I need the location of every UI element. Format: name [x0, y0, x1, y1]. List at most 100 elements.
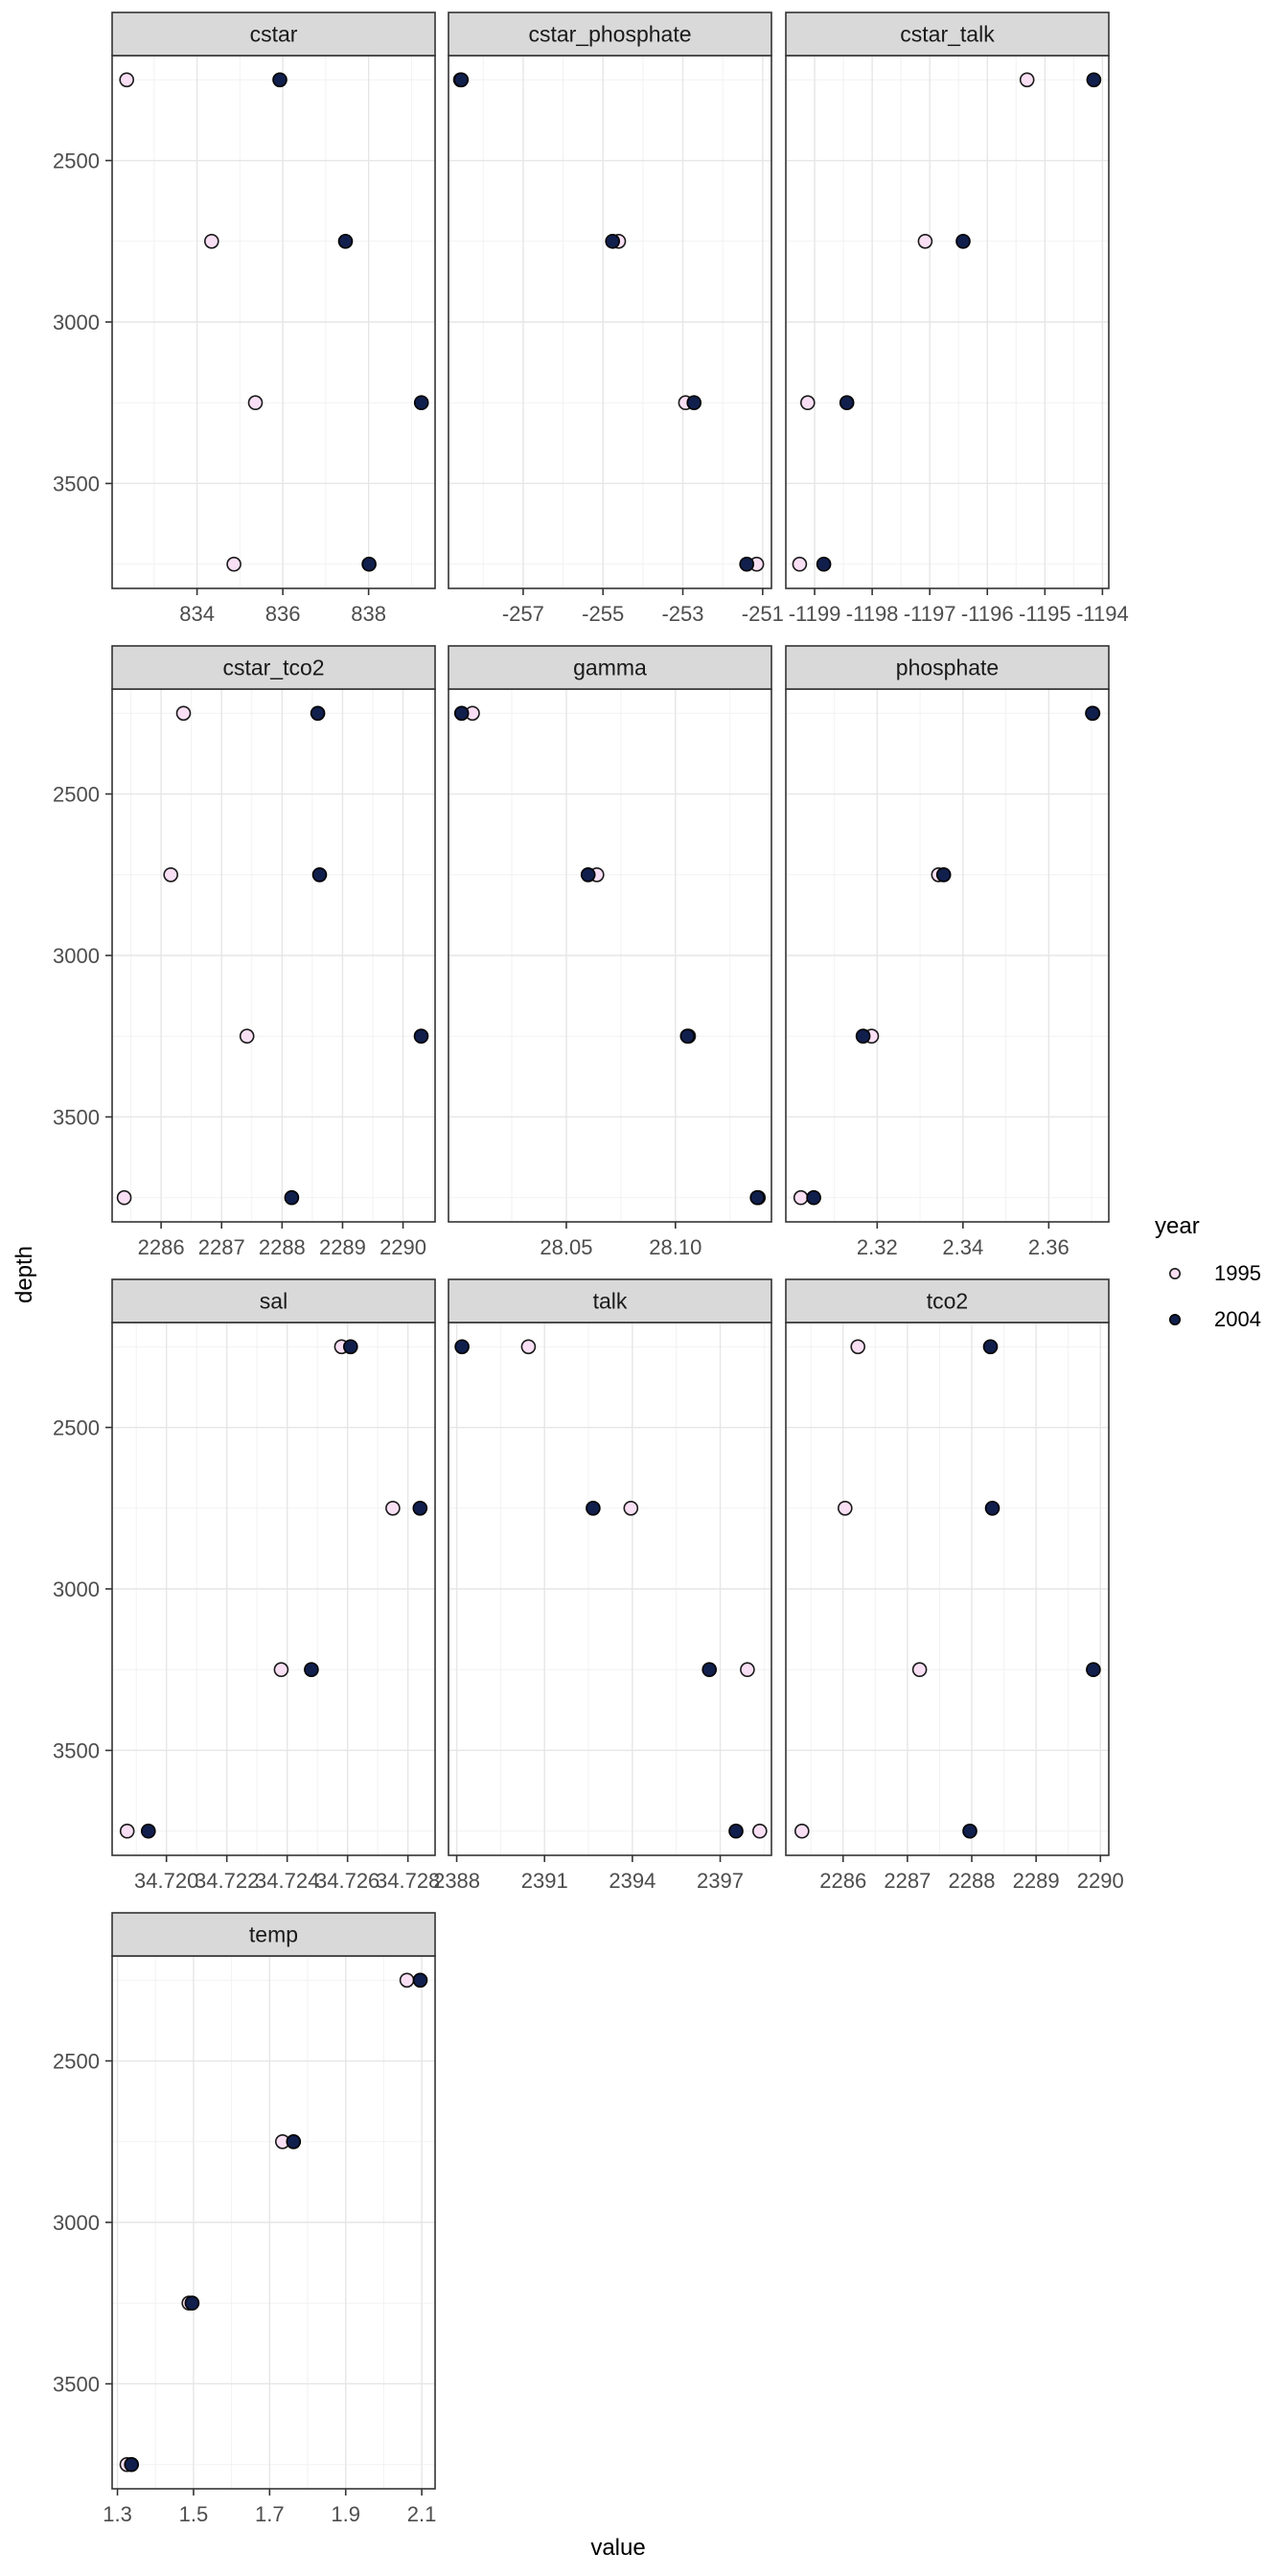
point-2004 [816, 556, 832, 572]
x-tick-label: 2290 [380, 1235, 426, 1259]
y-tick-label: 2500 [53, 1416, 100, 1440]
point-2004 [935, 866, 952, 883]
facet-cstar_talk: cstar_talk -1199 -1198 -1197 -1196 -1195 -1194 [785, 12, 1129, 626]
point-2004 [342, 1339, 358, 1355]
point-2004 [412, 1501, 428, 1516]
x-axis: 2286 2287 2288 2289 2290 [138, 1222, 426, 1259]
legend-label-1995: 1995 [1214, 1261, 1261, 1285]
legend-item-1995: 1995 [1155, 1261, 1261, 1286]
point-2004 [412, 1972, 428, 1989]
y-axis: 2500 3000 3500 [53, 150, 112, 495]
series-2004 [453, 72, 755, 572]
point-2004 [286, 2134, 302, 2150]
y-axis-title: depth [12, 1245, 37, 1304]
point-1995 [520, 1339, 537, 1355]
point-2004 [454, 1339, 470, 1355]
point-1995 [399, 1972, 415, 1989]
y-minor-gridlines [448, 1346, 771, 1832]
facet-header [111, 645, 436, 690]
point-2004 [984, 1501, 1000, 1516]
x-tick-label: 2288 [949, 1869, 996, 1893]
x-tick-label: 2288 [259, 1235, 306, 1259]
series-1995 [119, 72, 264, 572]
point-2004 [304, 1662, 319, 1677]
x-axis: -1199 -1198 -1197 -1196 -1195 -1194 [789, 588, 1129, 626]
x-tick-label: 834 [179, 602, 215, 626]
point-1995 [917, 234, 933, 249]
point-1995 [204, 234, 219, 249]
y-tick-label: 3500 [53, 1105, 100, 1129]
facet-phosphate: phosphate 2.32 2.34 2.36 [785, 645, 1110, 1259]
x-tick-label: -257 [502, 602, 544, 626]
x-tick-label: -1194 [1076, 602, 1129, 626]
x-axis-title: value [590, 2535, 646, 2561]
point-2004 [284, 1189, 300, 1206]
y-tick-label: 3000 [53, 1577, 100, 1601]
point-2004 [962, 1823, 978, 1839]
facet-title: talk [593, 1289, 628, 1314]
point-2004 [855, 1028, 871, 1044]
y-minor-gridlines [448, 79, 771, 565]
x-tick-label: 2290 [1077, 1869, 1124, 1893]
y-axis: 2500 3000 3500 [53, 783, 112, 1129]
y-tick-label: 3000 [53, 2211, 100, 2235]
x-tick-label: 1.5 [179, 2502, 209, 2526]
facet-title: sal [260, 1289, 288, 1314]
x-tick-label: 34.728 [376, 1869, 440, 1893]
series-1995 [520, 1339, 768, 1839]
x-axis: 2286 2287 2288 2289 2290 [819, 1855, 1124, 1893]
major-gridlines [112, 689, 435, 1222]
series-1995 [794, 1339, 928, 1839]
x-tick-label: 34.724 [255, 1869, 319, 1893]
major-gridlines [448, 1322, 771, 1855]
major-gridlines [112, 1322, 435, 1855]
point-2004 [580, 866, 596, 883]
series-2004 [454, 1339, 744, 1839]
facet-header [785, 645, 1110, 690]
point-2004 [337, 234, 354, 249]
point-1995 [837, 1501, 853, 1516]
facet-header [448, 645, 772, 690]
x-tick-label: 2287 [198, 1235, 245, 1259]
x-tick-label: 2286 [819, 1869, 866, 1893]
point-2004 [806, 1189, 821, 1206]
x-tick-label: -1197 [904, 602, 956, 626]
point-2004 [739, 556, 755, 572]
y-tick-label: 3500 [53, 1738, 100, 1762]
x-tick-label: 2.36 [1028, 1235, 1070, 1259]
legend-title: year [1155, 1213, 1200, 1239]
major-gridlines [112, 56, 435, 588]
x-tick-label: 2289 [1013, 1869, 1060, 1893]
facet-header [448, 1278, 772, 1323]
y-tick-label: 3000 [53, 310, 100, 334]
facet-header [111, 1912, 436, 1957]
point-2004 [679, 1028, 696, 1044]
x-tick-label: 2286 [138, 1235, 185, 1259]
x-tick-label: 2289 [319, 1235, 366, 1259]
series-2004 [962, 1339, 1101, 1839]
point-2004 [184, 2295, 200, 2311]
x-tick-label: 34.720 [134, 1869, 198, 1893]
y-tick-label: 2500 [53, 150, 100, 173]
point-2004 [982, 1339, 999, 1355]
series-2004 [453, 705, 766, 1206]
x-tick-label: -1198 [846, 602, 899, 626]
point-1995 [799, 395, 816, 411]
point-2004 [1085, 705, 1100, 722]
point-2004 [1086, 1662, 1101, 1677]
point-1995 [385, 1501, 401, 1516]
point-1995 [119, 72, 134, 88]
major-gridlines [112, 1956, 435, 2489]
y-tick-label: 2500 [53, 783, 100, 807]
facet-title: temp [249, 1922, 298, 1947]
point-2004 [749, 1189, 766, 1206]
facet-title: cstar_phosphate [528, 22, 691, 47]
point-2004 [124, 2456, 139, 2472]
facet-header [448, 12, 772, 57]
facet-temp: temp 1.3 1.5 1.7 1.9 2.1 2500 3000 3500 [53, 1912, 436, 2526]
point-2004 [272, 72, 288, 88]
x-tick-label: -1199 [789, 602, 841, 626]
